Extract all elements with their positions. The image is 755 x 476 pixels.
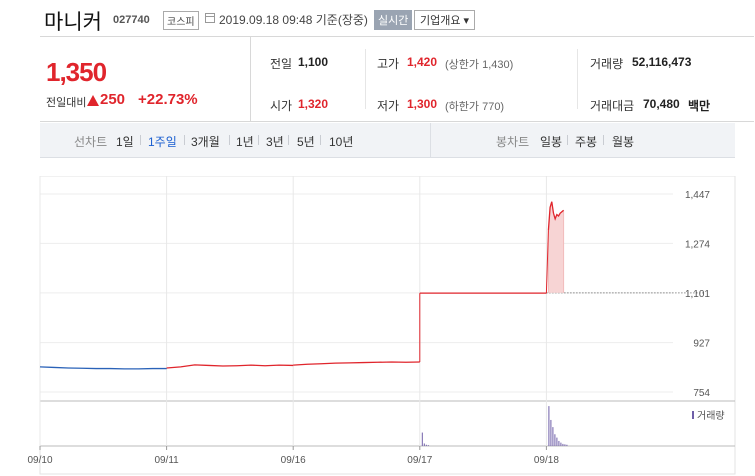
tab-weekly[interactable]: 주봉 <box>575 135 598 149</box>
high-label: 고가 <box>377 57 400 71</box>
x-tick-label: 09/18 <box>534 455 559 466</box>
tab-separator <box>258 135 259 145</box>
lower-limit: (하한가 770) <box>445 101 505 113</box>
volume-bar <box>554 434 556 446</box>
prev-close-label: 전일 <box>270 57 293 71</box>
x-tick-label: 09/16 <box>281 455 306 466</box>
tab-3m[interactable]: 3개월 <box>191 135 220 149</box>
line-chart-label: 선차트 <box>74 135 108 149</box>
current-price-panel: 1,350 전일대비 250 +22.73% <box>40 37 251 122</box>
header: 마니커 027740 코스피 2019.09.18 09:48 기준(장중) 실… <box>0 0 755 36</box>
low-label: 저가 <box>377 99 400 113</box>
volume-bar <box>548 406 550 446</box>
gain-area <box>548 201 564 293</box>
volume-bar <box>556 437 558 446</box>
volume-bar <box>421 432 423 446</box>
realtime-button[interactable]: 실시간 <box>374 10 413 30</box>
column-divider <box>365 49 366 109</box>
tab-separator <box>603 135 604 145</box>
quote-datetime: 2019.09.18 09:48 기준(장중) <box>219 13 368 27</box>
change-value: 250 <box>100 91 126 108</box>
open-label: 시가 <box>270 99 293 113</box>
candle-chart-label: 봉차트 <box>496 135 530 149</box>
volume-bar <box>550 419 552 446</box>
amount-value: 70,480 <box>643 97 680 111</box>
stock-code: 027740 <box>113 14 150 26</box>
prev-close-value: 1,100 <box>298 55 329 69</box>
up-arrow-icon <box>87 95 99 106</box>
volume-value: 52,116,473 <box>632 55 692 69</box>
volume-legend-label: 거래량 <box>697 410 725 422</box>
tab-1d[interactable]: 1일 <box>116 135 134 149</box>
y-tick-label: 1,447 <box>685 190 710 201</box>
volume-bar <box>564 444 566 446</box>
volume-bar <box>425 444 427 446</box>
tab-separator <box>567 135 568 145</box>
chart-tab-bar: 선차트 1일 1주일 3개월 1년 3년 5년 10년 봉차트 일봉 주봉 월봉 <box>40 123 735 158</box>
volume-bar <box>427 445 429 446</box>
tab-separator <box>320 135 321 145</box>
volume-bar <box>566 444 568 446</box>
volume-bar <box>423 443 425 446</box>
x-tick-label: 09/11 <box>154 455 179 466</box>
chart-frame <box>39 176 736 475</box>
tab-daily[interactable]: 일봉 <box>540 135 563 149</box>
y-tick-label: 1,101 <box>685 289 710 300</box>
tab-5y[interactable]: 5년 <box>297 135 315 149</box>
tab-monthly[interactable]: 월봉 <box>612 135 635 149</box>
x-tick-label: 09/17 <box>407 455 432 466</box>
change-rate: +22.73% <box>138 91 198 108</box>
tab-1w[interactable]: 1주일 <box>148 135 177 149</box>
tab-1y[interactable]: 1년 <box>236 135 254 149</box>
high-value: 1,420 <box>407 55 438 69</box>
price-line-09/16 <box>293 361 420 366</box>
current-price: 1,350 <box>46 57 107 87</box>
tab-separator <box>184 135 185 145</box>
tab-3y[interactable]: 3년 <box>266 135 284 149</box>
volume-bar <box>558 440 560 446</box>
amount-unit: 백만 <box>688 99 711 113</box>
tab-10y[interactable]: 10년 <box>329 135 354 149</box>
price-line-09/18 <box>547 201 565 231</box>
volume-legend-swatch <box>692 411 694 419</box>
price-chart: 754 927 1,101 1,274 1,447 09/10 09/11 09/16 09/1… <box>27 176 736 475</box>
price-line-09/10 <box>39 366 167 370</box>
volume-label: 거래량 <box>590 57 624 71</box>
price-line-09/11 <box>166 364 294 369</box>
calendar-icon <box>205 13 215 23</box>
tab-separator <box>140 135 141 145</box>
quote-box: 1,350 전일대비 250 +22.73% 전일 1,100 고가 1,420… <box>40 36 754 122</box>
volume-bar <box>562 443 564 446</box>
tab-separator <box>288 135 289 145</box>
segment-connector <box>545 230 549 294</box>
y-tick-label: 754 <box>693 388 710 399</box>
y-tick-label: 927 <box>693 339 710 350</box>
tab-group-divider <box>430 123 431 157</box>
low-value: 1,300 <box>407 97 438 111</box>
amount-label: 거래대금 <box>590 99 635 113</box>
tab-separator <box>229 135 230 145</box>
column-divider <box>577 49 578 109</box>
open-value: 1,320 <box>298 97 329 111</box>
volume-bar <box>560 442 562 446</box>
y-tick-label: 1,274 <box>685 239 710 250</box>
upper-limit: (상한가 1,430) <box>445 59 514 71</box>
company-overview-button[interactable]: 기업개요 ▾ <box>414 10 476 30</box>
change-label: 전일대비 <box>46 97 87 109</box>
market-badge: 코스피 <box>163 11 199 30</box>
stock-name: 마니커 <box>44 11 102 34</box>
volume-bar <box>552 427 554 446</box>
x-tick-label: 09/10 <box>27 455 52 466</box>
